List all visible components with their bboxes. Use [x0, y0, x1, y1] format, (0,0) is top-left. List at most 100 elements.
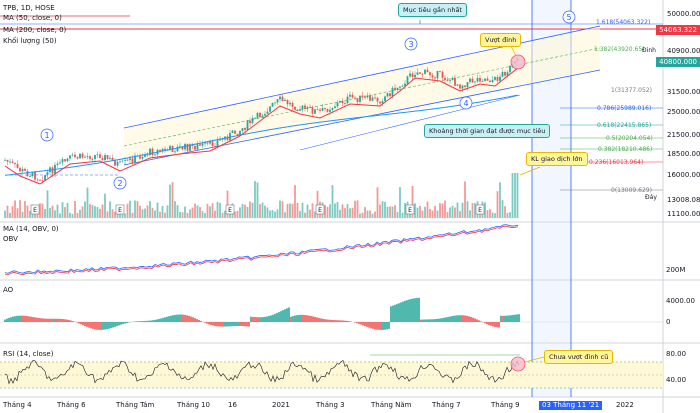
- wave-label-2: 2: [113, 176, 127, 190]
- ao-bar: [136, 321, 138, 322]
- candle: [114, 158, 116, 166]
- volume-bar: [254, 181, 256, 218]
- ao-bar: [424, 319, 426, 322]
- ao-bar: [348, 321, 350, 322]
- volume-bar: [184, 206, 186, 218]
- breakout-marker: [510, 54, 526, 70]
- obv-legend[interactable]: OBV: [3, 235, 18, 243]
- volume-bar: [496, 191, 499, 218]
- earnings-marker[interactable]: E: [405, 204, 415, 215]
- earnings-marker[interactable]: E: [475, 204, 485, 215]
- volume-bar: [366, 210, 369, 218]
- ao-bar: [174, 314, 176, 322]
- ao-bar: [94, 322, 96, 330]
- ao-bar: [42, 318, 44, 322]
- ma50-legend[interactable]: MA (50, close, 0): [3, 14, 62, 22]
- candle: [161, 147, 164, 154]
- candle: [46, 169, 49, 179]
- candle: [71, 152, 74, 157]
- candle: [439, 70, 441, 73]
- candle: [74, 151, 76, 159]
- candle: [504, 70, 506, 79]
- ao-bar: [484, 322, 486, 324]
- candle: [69, 155, 71, 162]
- price-axis-label: 16000.000: [667, 171, 700, 179]
- ao-bar: [176, 314, 178, 322]
- volume-bar: [29, 210, 31, 218]
- ao-bar: [56, 318, 58, 322]
- ao-bar: [274, 313, 276, 322]
- ao-bar: [264, 316, 266, 322]
- volume-bar: [279, 200, 281, 218]
- ao-bar: [164, 317, 166, 322]
- ao-bar: [354, 322, 356, 323]
- volume-bar: [201, 211, 204, 218]
- volume-bar: [166, 205, 169, 218]
- volume-bar: [261, 202, 264, 218]
- candle: [219, 135, 221, 142]
- volume-bar: [26, 205, 29, 218]
- candle: [134, 152, 136, 166]
- volume-bar: [74, 200, 76, 218]
- ao-bar: [232, 322, 234, 327]
- obv-ma-legend[interactable]: MA (14, OBV, 0): [3, 225, 59, 233]
- ao-bar: [394, 304, 396, 322]
- candle: [84, 155, 86, 159]
- volume-bar: [179, 211, 181, 218]
- volume-bar: [351, 207, 354, 218]
- volume-bar: [314, 211, 316, 218]
- svg-text:1: 1: [44, 131, 49, 140]
- candle: [254, 116, 256, 120]
- volume-bar: [394, 205, 396, 218]
- ao-bar: [50, 318, 52, 322]
- symbol-title[interactable]: TPB, 1D, HOSE: [3, 4, 55, 12]
- ao-bar: [80, 322, 82, 325]
- volume-bar: [346, 204, 349, 218]
- ma200-legend[interactable]: MA (200, close, 0): [3, 26, 67, 34]
- ao-bar: [76, 322, 78, 323]
- ao-bar: [266, 316, 268, 322]
- volume-bar: [454, 207, 456, 218]
- ao-bar: [148, 320, 150, 322]
- volume-bar: [469, 210, 471, 218]
- volume-bar: [274, 211, 276, 218]
- volume-bar: [59, 213, 61, 218]
- ao-bar: [160, 318, 162, 322]
- ao-bar: [294, 315, 296, 322]
- wave-label-5: 5: [562, 10, 576, 24]
- candle: [389, 93, 391, 98]
- earnings-marker[interactable]: E: [115, 204, 125, 215]
- ao-bar: [168, 316, 170, 322]
- ao-legend[interactable]: AO: [3, 286, 14, 294]
- ao-bar: [296, 315, 298, 322]
- ao-bar: [282, 310, 284, 322]
- ao-bar: [516, 314, 518, 322]
- volume-bar: [81, 206, 84, 218]
- candle: [141, 153, 144, 162]
- ao-bar: [102, 322, 104, 330]
- volume-bar: [434, 205, 436, 218]
- candle: [179, 142, 181, 150]
- earnings-marker[interactable]: E: [225, 204, 235, 215]
- volume-bar: [414, 203, 416, 218]
- ao-bar: [96, 322, 98, 330]
- volume-bar: [489, 209, 491, 218]
- earnings-marker[interactable]: E: [315, 204, 325, 215]
- ao-bar: [260, 317, 262, 322]
- earnings-marker[interactable]: E: [30, 204, 40, 215]
- candle: [376, 96, 379, 106]
- volume-legend[interactable]: Khối lượng (50): [3, 37, 57, 45]
- ao-bar: [502, 315, 504, 322]
- candle: [314, 108, 316, 115]
- ao-bar: [214, 322, 216, 326]
- time-target-callout: Khoảng thời gian đạt được mục tiêu: [424, 124, 551, 138]
- rsi-legend[interactable]: RSI (14, close): [3, 350, 54, 358]
- candle: [104, 152, 106, 162]
- candle: [364, 94, 366, 100]
- ao-bar: [486, 322, 488, 325]
- candle: [64, 158, 66, 163]
- ao-bar: [206, 322, 208, 324]
- ao-bar: [20, 315, 22, 322]
